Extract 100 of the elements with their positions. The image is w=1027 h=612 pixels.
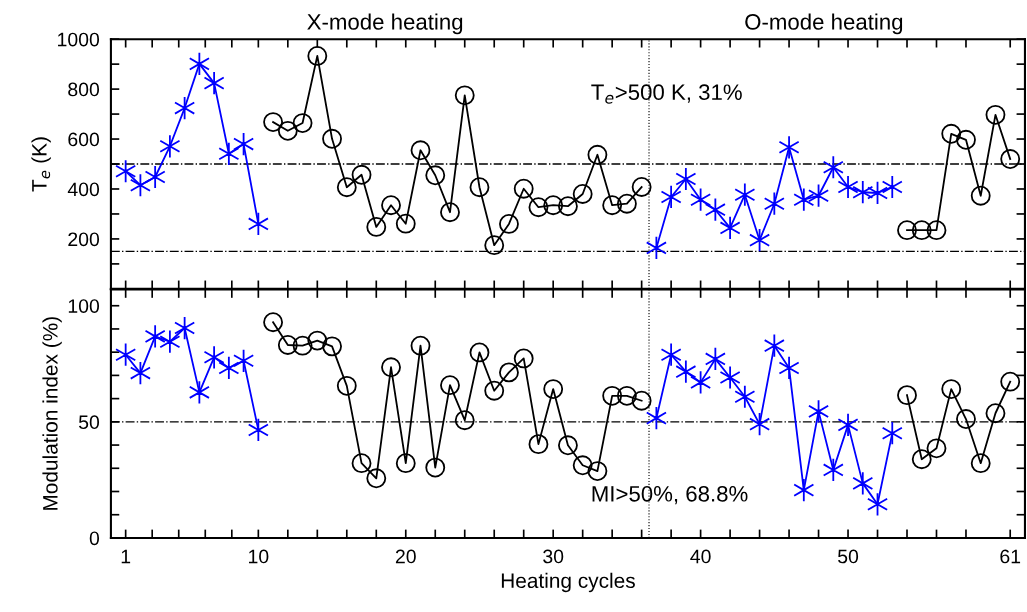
point <box>616 385 637 406</box>
x-tick-label: 1 <box>121 549 131 564</box>
point <box>704 197 726 222</box>
point <box>763 191 785 216</box>
point <box>410 335 431 356</box>
point <box>822 155 844 180</box>
point <box>263 112 284 132</box>
point <box>307 45 328 66</box>
point <box>469 177 490 198</box>
point <box>926 438 947 459</box>
point <box>247 211 269 236</box>
point <box>292 113 313 133</box>
point <box>675 166 697 192</box>
point <box>159 329 181 354</box>
x-tick-label: 20 <box>395 549 416 564</box>
point <box>336 375 357 396</box>
point <box>645 235 667 260</box>
point <box>881 174 903 200</box>
x-tick-label: 50 <box>838 549 859 564</box>
point <box>277 120 298 141</box>
point <box>956 129 976 150</box>
point <box>557 435 578 456</box>
point <box>837 174 859 200</box>
point <box>425 457 446 478</box>
point <box>499 362 519 383</box>
point <box>129 361 151 386</box>
point <box>454 85 475 106</box>
point <box>572 455 593 476</box>
point <box>970 453 991 474</box>
point <box>351 164 372 185</box>
point <box>484 380 505 401</box>
point <box>115 159 137 184</box>
y-tick-label: 1000 <box>58 32 100 47</box>
point <box>366 468 387 489</box>
point <box>911 220 932 241</box>
x-tick-label: 30 <box>543 549 564 564</box>
point <box>247 417 269 442</box>
point <box>602 195 623 216</box>
point <box>366 217 387 237</box>
point <box>881 421 903 446</box>
point <box>513 348 534 369</box>
text: O-mode heating <box>745 13 903 35</box>
point <box>307 330 328 351</box>
point <box>1000 149 1021 169</box>
point <box>793 187 815 212</box>
point <box>897 385 917 406</box>
point <box>822 457 844 482</box>
point <box>602 385 623 406</box>
point <box>970 185 991 206</box>
point <box>277 335 298 355</box>
point <box>557 196 578 217</box>
point <box>734 182 756 207</box>
point <box>763 333 785 358</box>
point <box>690 187 712 212</box>
point <box>322 336 342 357</box>
point <box>263 312 284 333</box>
x-tick-label: 61 <box>1000 549 1021 564</box>
point <box>381 357 401 378</box>
point <box>985 104 1006 125</box>
point <box>734 384 756 409</box>
point <box>719 215 741 240</box>
point <box>587 144 608 165</box>
point <box>985 403 1006 424</box>
y-tick-label: 100 <box>68 299 100 313</box>
text: X-mode heating <box>307 13 463 35</box>
point <box>543 195 564 216</box>
y-tick-label: 600 <box>68 132 100 147</box>
point <box>660 342 682 367</box>
point <box>484 235 505 256</box>
point <box>203 71 225 96</box>
point <box>159 134 181 159</box>
point <box>645 406 667 431</box>
x-axis-title: Heating cycles <box>501 572 635 593</box>
point <box>852 180 874 205</box>
point <box>499 214 519 234</box>
point <box>690 370 712 395</box>
point <box>174 96 196 121</box>
point <box>395 453 416 474</box>
point <box>1000 371 1021 392</box>
point <box>528 434 549 455</box>
point <box>322 128 342 149</box>
x-tick-label: 40 <box>690 549 711 564</box>
point <box>616 193 637 214</box>
point <box>719 365 741 390</box>
point <box>144 164 166 190</box>
point <box>144 324 166 349</box>
point <box>778 135 800 160</box>
y-axis-title: Modulation index (%) <box>42 317 62 510</box>
point <box>911 449 932 470</box>
y-tick-label: 400 <box>67 182 100 197</box>
point <box>174 316 196 341</box>
point <box>440 202 460 223</box>
point <box>528 197 549 218</box>
annotation: MI>50%, 68.8% <box>592 485 748 505</box>
point <box>454 410 475 431</box>
point <box>778 355 800 380</box>
point <box>926 220 947 241</box>
y-tick-label: 800 <box>68 82 100 97</box>
y-tick-label: 50 <box>78 415 100 430</box>
point <box>218 355 240 380</box>
